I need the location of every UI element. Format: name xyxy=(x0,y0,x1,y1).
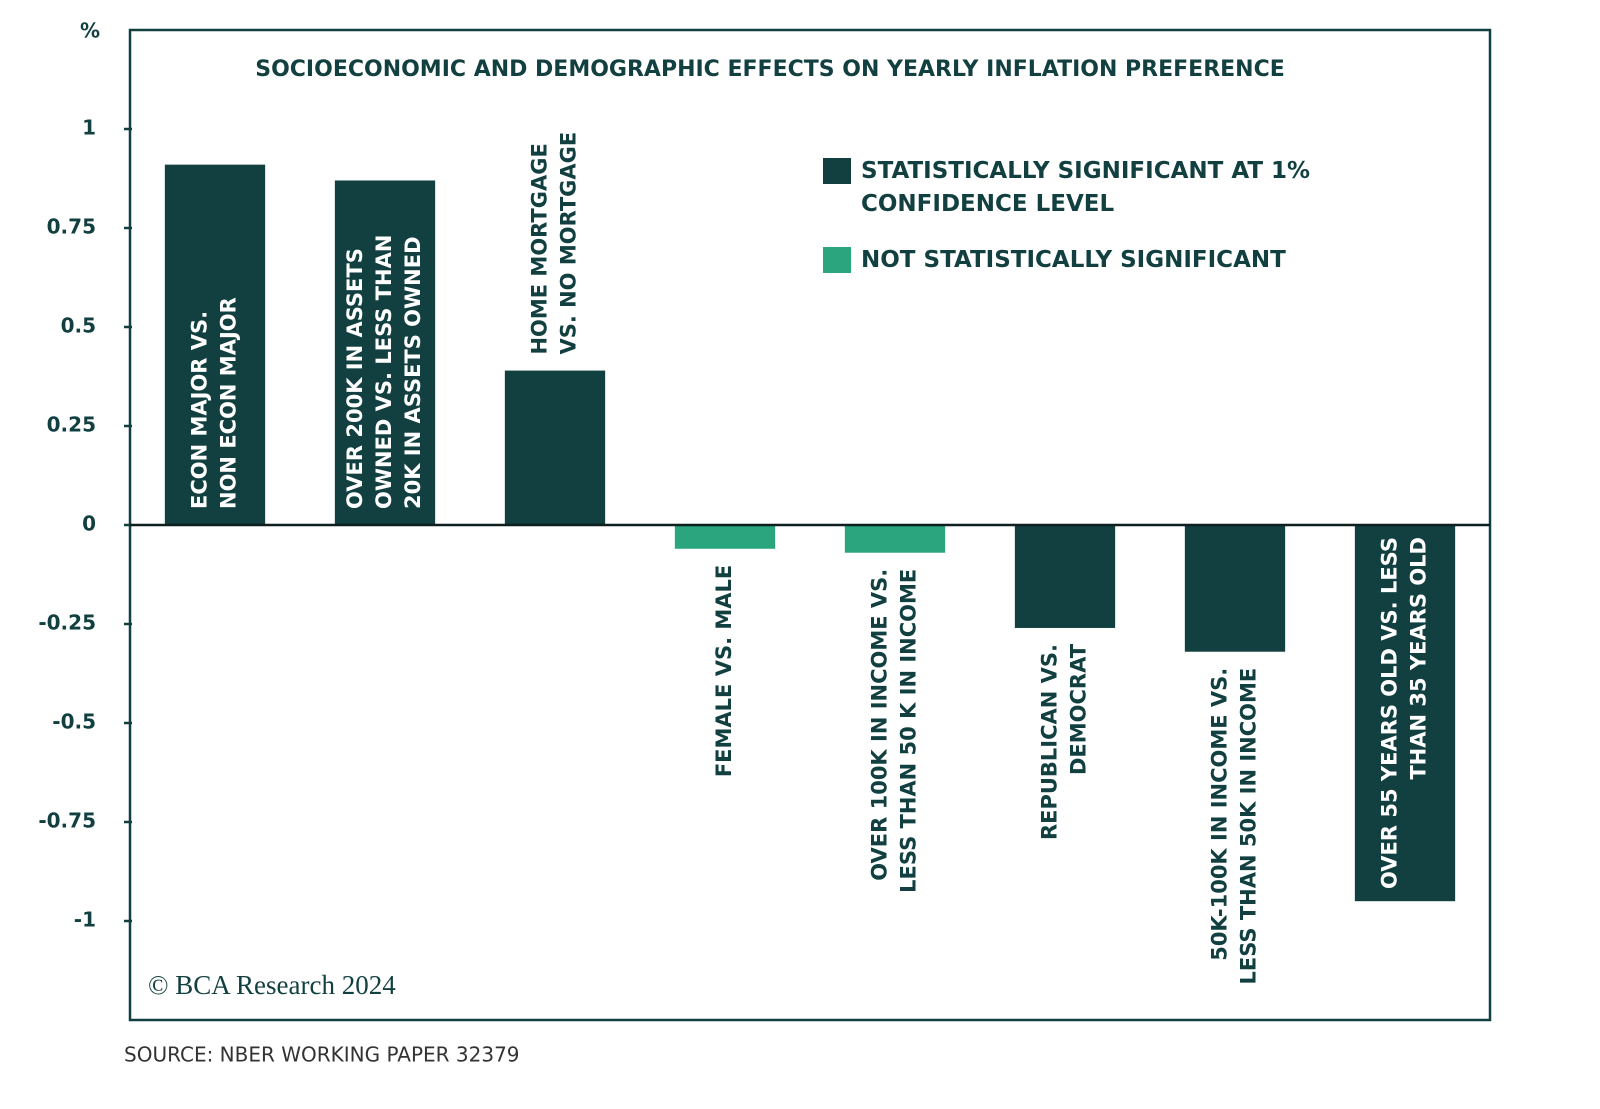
chart-title: SOCIOECONOMIC AND DEMOGRAPHIC EFFECTS ON… xyxy=(255,57,1285,82)
category-label: OVER 100K IN INCOME VS. xyxy=(868,569,892,881)
category-label: 20K IN ASSETS OWNED xyxy=(401,236,425,509)
y-tick-label: 0.25 xyxy=(47,413,96,437)
legend-item: STATISTICALLY SIGNIFICANT AT 1% CONFIDEN… xyxy=(823,155,1331,221)
copyright: © BCA Research 2024 xyxy=(148,970,396,1000)
bar xyxy=(674,525,776,549)
source: SOURCE: NBER WORKING PAPER 32379 xyxy=(124,1043,520,1067)
bar xyxy=(844,525,946,553)
y-tick-label: 0.5 xyxy=(61,314,96,338)
bar xyxy=(334,180,436,526)
category-label: NON ECON MAJOR xyxy=(217,297,241,509)
legend-label: NOT STATISTICALLY SIGNIFICANT xyxy=(861,247,1286,273)
legend-swatch xyxy=(823,158,851,184)
bar xyxy=(164,164,266,525)
category-label: THAN 35 YEARS OLD xyxy=(1407,537,1431,780)
category-label: HOME MORTGAGE xyxy=(528,143,552,354)
y-tick-label: 1 xyxy=(82,116,96,140)
y-tick-label: -0.25 xyxy=(38,611,96,635)
bar xyxy=(504,370,606,525)
category-label: ECON MAJOR VS. xyxy=(188,311,212,509)
legend-item: NOT STATISTICALLY SIGNIFICANT xyxy=(823,244,1331,277)
category-label: OWNED VS. LESS THAN xyxy=(372,235,396,509)
category-label: LESS THAN 50K IN INCOME xyxy=(1237,668,1261,985)
category-label: OVER 200K IN ASSETS xyxy=(343,248,367,509)
category-label: LESS THAN 50 K IN INCOME xyxy=(897,569,921,893)
category-label: 50K-100K IN INCOME VS. xyxy=(1208,668,1232,961)
y-tick-label: 0.75 xyxy=(47,215,96,239)
bar xyxy=(1184,525,1286,652)
y-tick-label: -1 xyxy=(74,908,96,932)
category-label: OVER 55 YEARS OLD VS. LESS xyxy=(1378,537,1402,889)
category-label: VS. NO MORTGAGE xyxy=(557,132,581,355)
bar xyxy=(1014,525,1116,628)
bar xyxy=(1354,525,1456,902)
y-tick-label: 0 xyxy=(82,512,96,536)
category-label: FEMALE VS. MALE xyxy=(712,565,736,777)
category-label: REPUBLICAN VS. xyxy=(1038,644,1062,840)
y-tick-label: -0.5 xyxy=(52,710,96,734)
y-unit: % xyxy=(80,19,100,43)
y-tick-label: -0.75 xyxy=(38,809,96,833)
category-label: DEMOCRAT xyxy=(1067,643,1091,775)
legend-swatch xyxy=(823,247,851,273)
legend-label: STATISTICALLY SIGNIFICANT AT 1% CONFIDEN… xyxy=(861,158,1311,217)
